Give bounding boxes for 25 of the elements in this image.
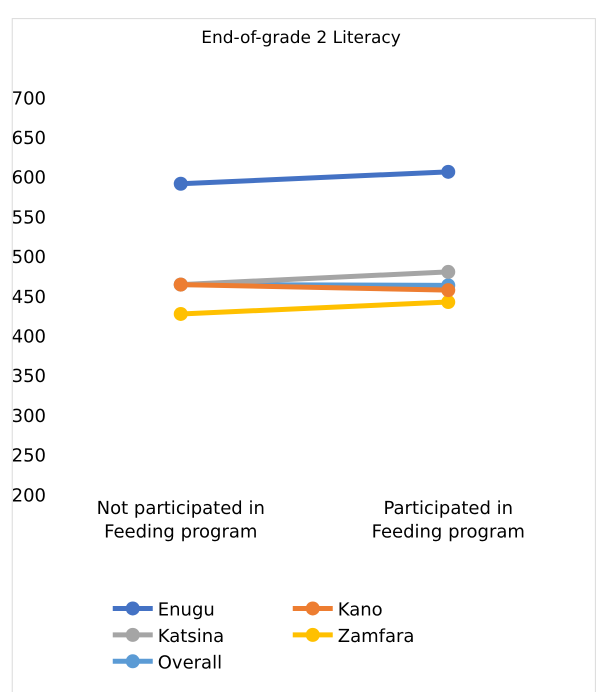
point (174, 176, 188, 191)
y-tick-label: 450 (12, 286, 46, 308)
y-tick-label: 400 (12, 326, 46, 348)
legend-label: Katsina (158, 626, 224, 647)
point (441, 264, 456, 279)
y-tick-label: 600 (12, 168, 46, 189)
legend-label: Kano (338, 600, 383, 620)
point (174, 306, 188, 321)
legend-label: Zamfara (338, 626, 414, 647)
y-tick-label: 700 (12, 88, 46, 110)
y-tick-label: 500 (12, 247, 46, 268)
x-tick-label: Not participated in Feeding program (96, 498, 265, 542)
legend-label: Overall (158, 652, 222, 674)
point (441, 295, 456, 310)
y-tick-label: 350 (12, 366, 46, 388)
point (441, 283, 456, 298)
point (441, 164, 456, 179)
y-tick-label: 650 (12, 128, 46, 149)
y-tick-label: 300 (12, 406, 46, 427)
x-tick-label: Participated in Feeding program (372, 498, 525, 542)
y-tick-label: 550 (12, 207, 46, 228)
legend-label: Enugu (158, 600, 215, 620)
y-tick-label: 250 (12, 446, 46, 467)
y-tick-label: 200 (12, 485, 46, 506)
chart-title: End-of-grade 2 Literacy (201, 28, 401, 48)
